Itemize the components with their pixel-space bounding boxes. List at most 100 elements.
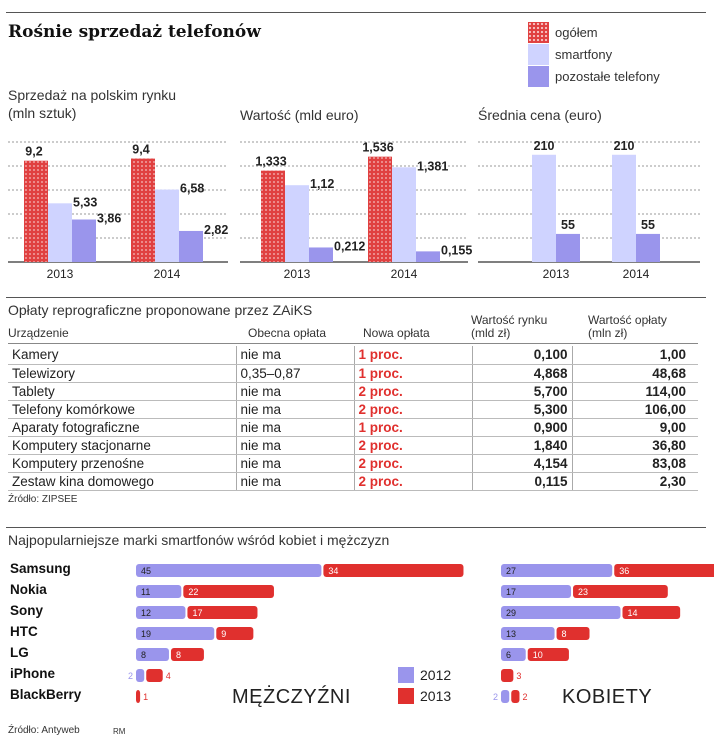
brand-bar — [136, 690, 141, 703]
fees-source: Źródło: ZIPSEE — [8, 494, 78, 505]
brand-bar — [323, 564, 464, 577]
fees-title: Opłaty reprograficzne proponowane przez … — [8, 302, 313, 318]
men-label: MĘŻCZYŹNI — [232, 686, 351, 708]
value-chart-label: Wartość (mld euro) — [240, 107, 359, 123]
brand-bar — [501, 627, 555, 640]
year-legend-swatch-2013 — [398, 688, 414, 704]
brand-bar — [136, 669, 145, 682]
table-row: Komputery przenośne nie ma 2 proc. 4,154 83,… — [8, 454, 698, 473]
current-fee-cell: nie ma — [236, 454, 355, 473]
device-cell: Telewizory — [8, 364, 237, 383]
device-cell: Kamery — [8, 346, 237, 365]
bar — [179, 230, 203, 262]
bar — [155, 189, 179, 262]
market-value-cell: 5,700 — [472, 382, 573, 401]
market-value-cell: 5,300 — [472, 400, 573, 419]
current-fee-cell: nie ma — [236, 436, 355, 455]
legend-item-total: ogółem — [528, 22, 598, 43]
table-row: Komputery stacjonarne nie ma 2 proc. 1,840 3… — [8, 436, 698, 455]
price-chart-label: Średnia cena (euro) — [478, 107, 602, 123]
section-rule-1 — [6, 297, 706, 298]
fees-header-new: Nowa opłata — [363, 326, 430, 340]
data-label: 55 — [561, 218, 575, 232]
bar-value: 9 — [221, 629, 226, 639]
bar-value: 11 — [141, 587, 150, 597]
bar-value: 4 — [166, 671, 171, 681]
bar-value: 34 — [328, 566, 338, 576]
fee-value-cell: 2,30 — [572, 472, 698, 491]
category-tick-label: 2014 — [391, 267, 418, 281]
brand-bar — [556, 627, 590, 640]
brand-label: LG — [10, 645, 29, 660]
brand-label: Samsung — [10, 561, 71, 576]
brand-bar — [614, 564, 714, 577]
bar — [392, 167, 416, 262]
new-fee-cell: 1 proc. — [354, 364, 473, 383]
table-row: Telewizory 0,35–0,87 1 proc. 4,868 48,68 — [8, 364, 698, 383]
bar — [261, 170, 285, 262]
bar — [556, 233, 580, 262]
table-row: Telefony komórkowe nie ma 2 proc. 5,300 106,… — [8, 400, 698, 419]
fee-value-cell: 36,80 — [572, 436, 698, 455]
new-fee-cell: 2 proc. — [354, 472, 473, 491]
brand-bar — [136, 648, 169, 661]
category-tick-label: 2013 — [543, 267, 570, 281]
legend-item-other: pozostałe telefony — [528, 66, 660, 87]
bar-value: 3 — [516, 671, 521, 681]
device-cell: Zestaw kina domowego — [8, 472, 237, 491]
table-row: Tablety nie ma 2 proc. 5,700 114,00 — [8, 382, 698, 401]
brand-label: iPhone — [10, 666, 56, 681]
brand-label: HTC — [10, 624, 38, 639]
fee-value-cell: 106,00 — [572, 400, 698, 419]
bar-value: 12 — [141, 608, 151, 618]
legend-swatch-total — [528, 22, 549, 43]
current-fee-cell: nie ma — [236, 346, 355, 365]
brand-bar — [622, 606, 681, 619]
bar — [612, 154, 636, 262]
brands-title: Najpopularniejsze marki smartfonów wśród… — [8, 532, 390, 548]
top-rule — [6, 12, 706, 13]
bar-value: 2 — [522, 692, 527, 702]
data-label: 1,333 — [255, 155, 286, 169]
bar — [24, 160, 48, 262]
legend-item-smart: smartfony — [528, 44, 612, 65]
brand-bar — [573, 585, 668, 598]
brand-label: Nokia — [10, 582, 47, 597]
category-tick-label: 2014 — [623, 267, 650, 281]
bar — [285, 185, 309, 262]
brand-bar — [136, 606, 186, 619]
fee-value-cell: 9,00 — [572, 418, 698, 437]
bar-value: 8 — [141, 650, 146, 660]
device-cell: Komputery przenośne — [8, 454, 237, 473]
device-cell: Tablety — [8, 382, 237, 401]
new-fee-cell: 1 proc. — [354, 346, 473, 365]
fee-value-cell: 83,08 — [572, 454, 698, 473]
bar — [131, 158, 155, 262]
current-fee-cell: 0,35–0,87 — [236, 364, 355, 383]
bar-value: 14 — [627, 608, 637, 618]
brand-bar — [216, 627, 254, 640]
brand-bar — [501, 669, 514, 682]
data-label: 3,86 — [97, 212, 121, 226]
market-value-cell: 1,840 — [472, 436, 573, 455]
data-label: 210 — [534, 139, 555, 153]
current-fee-cell: nie ma — [236, 472, 355, 491]
year-legend-label-2012: 2012 — [420, 667, 452, 683]
bar-value: 45 — [141, 566, 151, 576]
bar-value: 10 — [533, 650, 543, 660]
section-rule-2 — [6, 527, 706, 528]
bar — [532, 154, 556, 262]
market-value-cell: 4,154 — [472, 454, 573, 473]
table-row: Aparaty fotograficzne nie ma 1 proc. 0,900 9… — [8, 418, 698, 437]
credit-mark: RM — [113, 727, 126, 736]
data-label: 55 — [641, 218, 655, 232]
category-tick-label: 2014 — [154, 267, 181, 281]
bar-value: 19 — [141, 629, 151, 639]
fees-table: Kamery nie ma 1 proc. 0,100 1,00 Telewizory 0,… — [8, 346, 698, 491]
fees-header-current: Obecna opłata — [248, 326, 327, 340]
brand-bar — [527, 648, 569, 661]
current-fee-cell: nie ma — [236, 400, 355, 419]
data-label: 2,82 — [204, 223, 228, 237]
brand-bar — [187, 606, 258, 619]
brand-bar — [501, 606, 621, 619]
